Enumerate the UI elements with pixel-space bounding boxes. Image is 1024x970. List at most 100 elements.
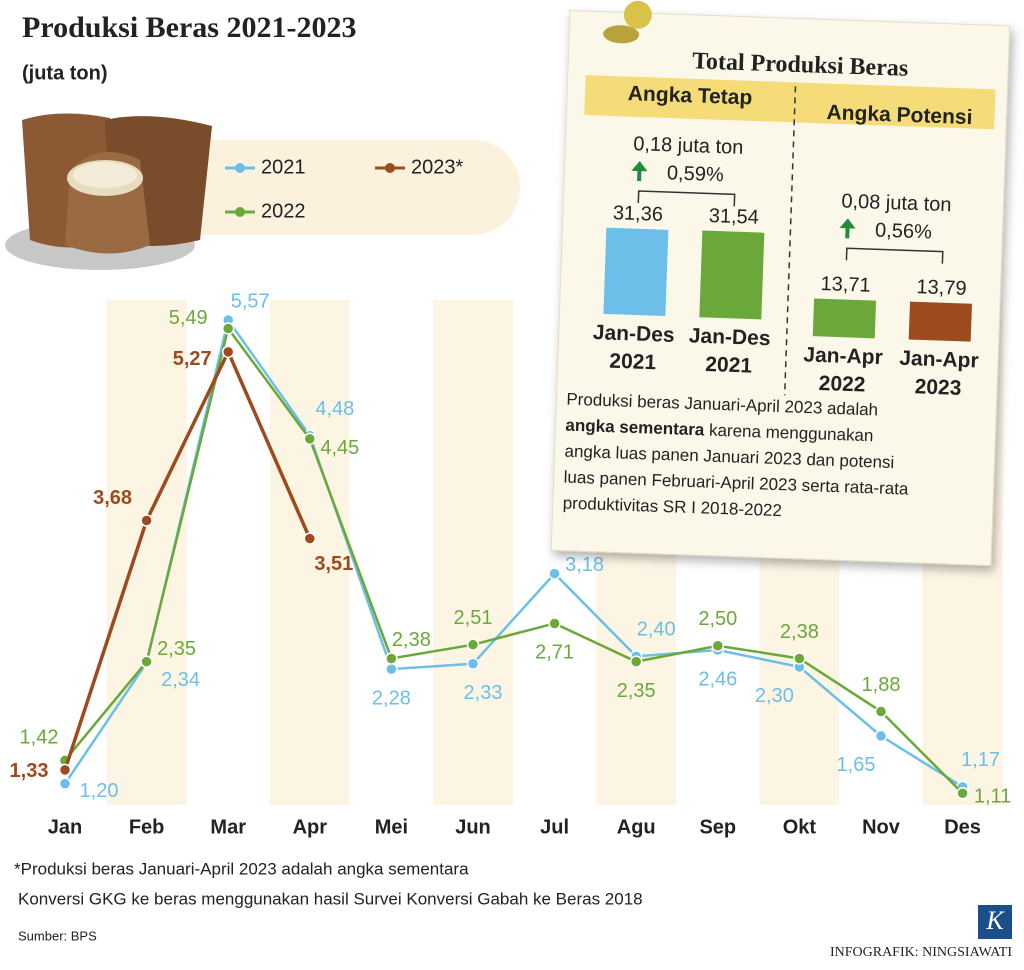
rice-sacks (5, 113, 212, 270)
subtitle: (juta ton) (22, 62, 108, 84)
legend-swatch (385, 163, 395, 173)
footnote: Konversi GKG ke beras menggunakan hasil … (18, 889, 643, 908)
note-segment: angka sementara (565, 416, 705, 440)
inset-bar (908, 301, 972, 342)
value-label: 1,20 (80, 780, 119, 802)
value-label: 2,46 (698, 668, 737, 690)
x-tick-label: Apr (293, 816, 328, 838)
point (874, 705, 888, 718)
chart-title: Produksi Beras 2021-2023 (22, 11, 356, 44)
value-label: 2,33 (464, 682, 503, 704)
value-label: 1,33 (10, 760, 49, 782)
inset-value-label: 13,71 (820, 273, 871, 297)
up-arrow (839, 218, 856, 239)
value-label: 4,45 (320, 437, 359, 459)
point (629, 655, 643, 668)
column-band (269, 300, 350, 805)
inset-bar (603, 227, 669, 317)
inset-bar-label: 2022 (818, 372, 865, 397)
value-label: 2,28 (372, 687, 411, 709)
value-label: 5,57 (231, 290, 270, 312)
change-label: 0,18 juta ton (633, 133, 744, 159)
logo-box (978, 905, 1012, 939)
point (385, 662, 398, 676)
credit: INFOGRAFIK: NINGSIAWATI (830, 945, 1012, 960)
value-label: 2,40 (637, 619, 676, 641)
legend-swatch (235, 207, 245, 217)
value-label: 1,88 (862, 674, 901, 696)
point (711, 639, 725, 652)
point (303, 432, 317, 446)
x-tick-label: Jul (540, 816, 569, 838)
change-label: 0,08 juta ton (841, 190, 952, 216)
value-label: 2,38 (392, 629, 431, 651)
x-tick-label: Feb (129, 816, 165, 838)
inset-bar (699, 230, 765, 320)
up-arrow (631, 161, 648, 182)
point (548, 567, 561, 580)
pin-head (623, 0, 652, 29)
point (548, 617, 561, 630)
x-tick-label: Des (944, 816, 981, 838)
group-header: Angka Tetap (627, 82, 752, 109)
logo: K (985, 906, 1005, 935)
inset-bar-label: Jan-Apr (899, 347, 979, 373)
legend-label: 2022 (261, 200, 306, 222)
inset-bar-label: 2021 (609, 350, 657, 375)
legend-label: 2021 (261, 156, 306, 178)
value-label: 3,68 (93, 487, 132, 509)
pct-label: 0,59% (667, 162, 725, 186)
bracket (845, 247, 944, 264)
x-tick-label: Agu (617, 816, 656, 838)
series-line (63, 347, 312, 771)
point (140, 514, 153, 527)
inset-value-label: 31,54 (708, 205, 759, 229)
value-label: 2,50 (698, 608, 737, 630)
column-band (433, 300, 513, 805)
inset-bar-label: Jan-Des (592, 321, 674, 347)
value-label: 1,65 (837, 754, 876, 776)
point (303, 532, 317, 545)
inset-bar-label: Jan-Apr (803, 343, 883, 369)
x-tick-label: Jun (455, 816, 491, 838)
point (385, 652, 398, 665)
inset-bar-label: 2021 (705, 353, 753, 378)
point (221, 345, 235, 359)
point (793, 652, 806, 665)
source: Sumber: BPS (18, 928, 97, 943)
value-label: 3,51 (314, 553, 353, 575)
point (221, 322, 235, 335)
inset-bar-label: Jan-Des (688, 324, 770, 350)
value-label: 3,18 (565, 554, 604, 576)
value-label: 2,30 (755, 685, 794, 707)
x-tick-label: Nov (862, 816, 901, 838)
divider (783, 86, 797, 396)
x-tick-label: Okt (783, 816, 817, 838)
value-label: 1,42 (20, 727, 59, 749)
group-header: Angka Potensi (826, 101, 973, 129)
inset-card (550, 9, 1011, 567)
point (466, 657, 480, 671)
header-band (584, 75, 996, 130)
inset-value-label: 31,36 (613, 202, 664, 226)
value-label: 1,17 (961, 749, 1000, 771)
point (466, 638, 480, 651)
legend-swatch (235, 163, 245, 173)
value-label: 2,35 (157, 638, 196, 660)
legend-backdrop (120, 140, 520, 235)
inset-bar-label: 2023 (914, 375, 961, 400)
value-label: 2,71 (535, 642, 574, 664)
series-line (64, 325, 964, 795)
value-label: 5,27 (173, 348, 212, 370)
value-label: 2,35 (617, 680, 656, 702)
value-label: 1,11 (974, 786, 1011, 808)
value-label: 2,34 (161, 669, 200, 691)
pin (603, 25, 640, 44)
x-tick-label: Jan (48, 816, 82, 838)
footnote: *Produksi beras Januari-April 2023 adala… (14, 859, 469, 878)
value-label: 2,38 (780, 621, 819, 643)
inset-value-label: 13,79 (916, 276, 967, 300)
point (58, 777, 72, 790)
